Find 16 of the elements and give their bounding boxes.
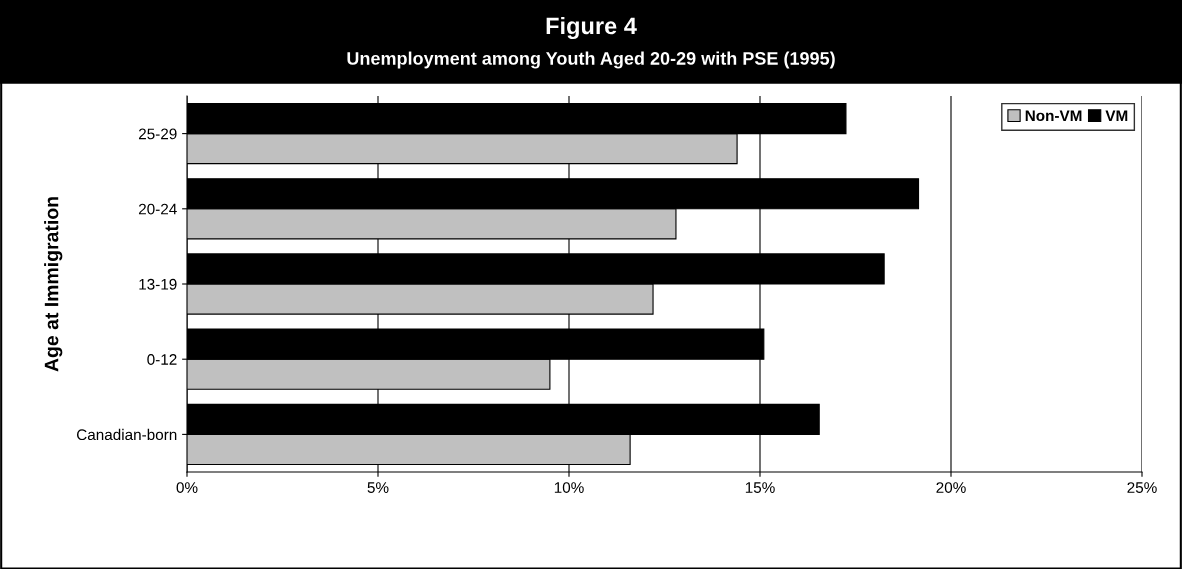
- y-tick-label: 20-24: [138, 203, 177, 215]
- y-tick-label: 25-29: [138, 128, 177, 140]
- y-axis-title: Age at Immigration: [44, 197, 63, 372]
- x-tick-label: 20%: [936, 482, 966, 493]
- x-tick-label: 10%: [554, 482, 584, 493]
- legend-label: Non-VM: [1025, 110, 1082, 122]
- x-tick-label: 0%: [176, 482, 198, 493]
- y-tick-label: 13-19: [139, 278, 177, 290]
- chart-title: Figure 4: [546, 16, 637, 40]
- y-tick-label: Canadian-born: [76, 428, 177, 441]
- x-tick-label: 5%: [367, 482, 389, 493]
- y-tick-label: 0-12: [147, 354, 177, 365]
- legend-label: VM: [1105, 110, 1128, 121]
- chart-subtitle: Unemployment among Youth Aged 20-29 with PSE (1995): [347, 51, 835, 69]
- x-tick-label: 25%: [1127, 482, 1157, 493]
- x-tick-label: 15%: [745, 482, 775, 493]
